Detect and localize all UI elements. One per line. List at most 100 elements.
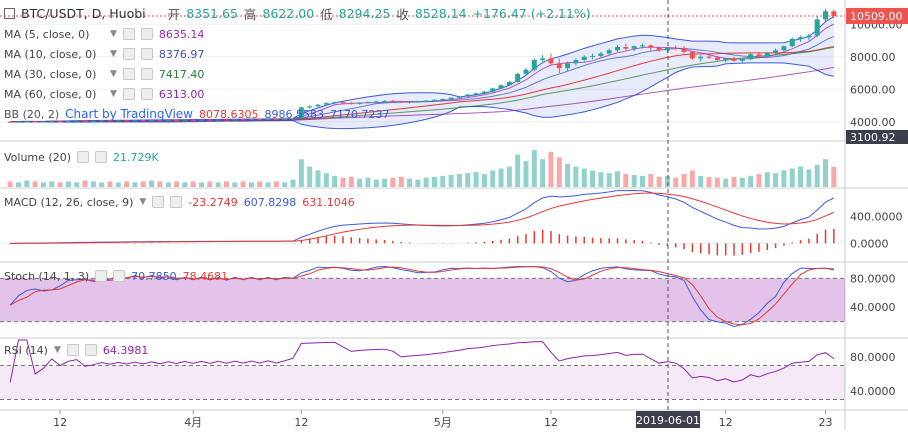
volume-bar	[332, 176, 337, 187]
volume-bar	[99, 182, 104, 187]
candle-body	[765, 53, 770, 56]
volume-bar	[607, 173, 612, 187]
close-icon[interactable]	[85, 344, 97, 356]
close-icon[interactable]	[113, 270, 125, 282]
close-icon[interactable]	[141, 28, 153, 40]
close-icon[interactable]	[141, 68, 153, 80]
collapse-icon[interactable]	[4, 8, 15, 19]
macd-legend[interactable]: MACD (12, 26, close, 9) ▼ -23.2749 607.8…	[4, 193, 355, 211]
close-icon[interactable]	[170, 196, 182, 208]
settings-icon[interactable]	[152, 196, 164, 208]
ma-legend[interactable]: MA (10, close, 0)▼8376.97	[4, 45, 204, 63]
candle-body	[532, 60, 537, 70]
chevron-down-icon[interactable]: ▼	[139, 197, 146, 207]
close-icon[interactable]	[95, 151, 107, 163]
candle-body	[340, 102, 345, 103]
stoch-label: Stoch (14, 1, 3)	[4, 270, 89, 283]
ma-legend[interactable]: MA (30, close, 0)▼7417.40	[4, 65, 204, 83]
macd-hist-bar	[725, 243, 727, 255]
volume-bar	[648, 174, 653, 187]
close-icon[interactable]	[141, 88, 153, 100]
settings-icon[interactable]	[123, 28, 135, 40]
volume-bar	[474, 172, 479, 187]
candle-body	[424, 101, 429, 102]
volume-bar	[465, 173, 470, 187]
chevron-down-icon[interactable]: ▼	[110, 49, 117, 59]
ma-legend[interactable]: MA (60, close, 0)▼6313.00	[4, 85, 204, 103]
settings-icon[interactable]	[95, 270, 107, 282]
volume-bar	[182, 182, 187, 187]
volume-bar	[573, 167, 578, 187]
watermark: Chart by TradingView	[65, 107, 193, 121]
ma-value: 8635.14	[159, 28, 205, 41]
volume-bar	[266, 182, 271, 187]
candle-body	[773, 50, 778, 52]
settings-icon[interactable]	[123, 68, 135, 80]
bb-value-lower: 7170.7237	[330, 108, 390, 121]
settings-icon[interactable]	[123, 48, 135, 60]
symbol-label[interactable]: BTC/USDT, D, Huobi	[21, 6, 146, 21]
chevron-down-icon[interactable]: ▼	[110, 29, 117, 39]
volume-bar	[91, 181, 96, 187]
close-icon[interactable]	[141, 48, 153, 60]
rsi-tick: 80.0000	[850, 351, 896, 364]
volume-bar	[557, 157, 562, 187]
candle-body	[357, 103, 362, 104]
macd-hist-bar	[783, 243, 785, 245]
rsi-legend[interactable]: RSI (14) ▼ 64.3981	[4, 341, 148, 359]
candle-body	[565, 63, 570, 68]
candle-body	[482, 92, 487, 94]
settings-icon[interactable]	[67, 344, 79, 356]
volume-bar	[216, 182, 221, 187]
volume-bar	[166, 182, 171, 187]
settings-icon[interactable]	[123, 88, 135, 100]
chevron-down-icon[interactable]: ▼	[54, 345, 61, 355]
macd-hist-bar	[617, 238, 619, 243]
candle-body	[515, 74, 520, 82]
volume-bar	[41, 182, 46, 187]
candle-body	[657, 48, 662, 50]
volume-legend[interactable]: Volume (20) 21.729K	[4, 148, 159, 166]
volume-bar	[149, 181, 154, 187]
macd-hist-bar	[467, 243, 469, 244]
stoch-legend[interactable]: Stoch (14, 1, 3) 70.7850 78.4681	[4, 267, 228, 285]
settings-icon[interactable]	[77, 151, 89, 163]
macd-hist-bar	[767, 243, 769, 250]
candle-body	[432, 100, 437, 101]
candle-body	[623, 47, 628, 49]
chevron-down-icon[interactable]: ▼	[110, 69, 117, 79]
change-value: +176.47 (+2.11%)	[473, 6, 591, 21]
macd-hist-bar	[351, 237, 353, 243]
macd-hist-bar	[567, 236, 569, 244]
volume-bar	[8, 181, 13, 187]
candle-body	[715, 58, 720, 60]
volume-bar	[108, 181, 113, 187]
bb-legend[interactable]: BB (20, 2) Chart by TradingView 8078.630…	[4, 105, 390, 123]
volume-bar	[524, 161, 529, 187]
volume-bar	[24, 181, 29, 187]
macd-hist-bar	[600, 238, 602, 243]
ma-legend[interactable]: MA (5, close, 0)▼8635.14	[4, 25, 204, 43]
volume-bar	[831, 167, 836, 187]
volume-bar	[449, 175, 454, 187]
macd-hist-bar	[500, 240, 502, 244]
volume-bar	[457, 174, 462, 187]
candle-body	[806, 36, 811, 38]
candle-body	[590, 56, 595, 57]
volume-bar	[532, 150, 537, 187]
candle-body	[507, 82, 512, 85]
chevron-down-icon[interactable]: ▼	[110, 89, 117, 99]
low-label: 低	[320, 4, 333, 23]
macd-hist-bar	[326, 236, 328, 243]
time-tick: 12	[719, 416, 733, 429]
candle-body	[548, 58, 553, 63]
stoch-tick: 80.0000	[850, 272, 896, 285]
macd-hist-bar	[800, 240, 802, 243]
rsi-value: 64.3981	[103, 344, 149, 357]
macd-hist-bar	[559, 234, 561, 243]
macd-hist-bar	[733, 243, 735, 255]
volume-bar	[756, 174, 761, 187]
candle-body	[698, 57, 703, 59]
volume-bar	[382, 179, 387, 187]
